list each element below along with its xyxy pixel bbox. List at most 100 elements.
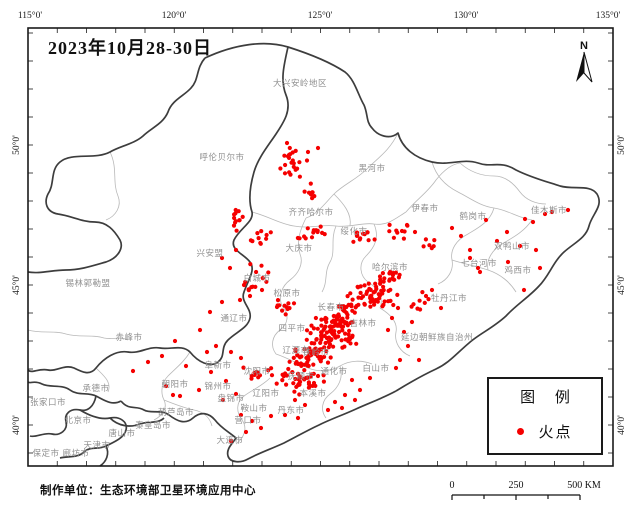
city-label: 承德市 [82,383,110,393]
axis-label-left-1: 45°0' [12,275,22,295]
fire-point [293,376,298,382]
fire-point [277,303,282,308]
fire-point [306,363,311,368]
fire-point [321,379,326,384]
fire-point [396,275,401,280]
city-label: 辽源市 [282,345,310,355]
fire-point [287,359,292,364]
fire-point [549,209,555,215]
fire-point [257,373,263,378]
fire-point [316,349,321,354]
fire-point [233,391,239,397]
legend-item-fire: 火点 [489,421,601,442]
fire-point [328,355,333,360]
fire-point [422,300,427,305]
fire-point [309,349,314,354]
fire-point [340,319,345,324]
fire-point [283,371,288,376]
fire-point [314,337,319,342]
fire-point [264,232,269,238]
fire-point [297,376,302,381]
fire-point [170,392,176,398]
fire-point [302,402,308,408]
fire-point [353,305,358,310]
fire-point [163,383,169,389]
fire-point [432,238,437,243]
fire-point [322,333,327,338]
fire-point [306,190,312,195]
fire-point [248,262,253,267]
fire-point [297,392,302,397]
city-label: 阜新市 [204,360,232,370]
city-label: 兴安盟 [196,248,224,258]
fire-point [172,338,178,344]
fire-point [219,299,225,305]
fire-point [266,270,271,275]
fire-point [310,190,315,195]
fire-point [233,207,238,213]
city-label: 哈尔滨市 [371,262,409,272]
fire-point [291,381,296,386]
fire-point [328,338,333,343]
fire-point [412,229,418,235]
fire-point [302,234,307,239]
fire-point [219,255,225,261]
fire-point [517,243,523,249]
fire-point [233,219,238,224]
city-label: 双鸭山市 [493,241,531,251]
fire-point [258,241,263,246]
fire-point [177,393,183,399]
north-arrow-icon [576,51,593,83]
fire-point [358,290,363,295]
fire-point [537,265,543,271]
fire-point [420,290,425,295]
fire-point [331,344,336,349]
fire-point [356,302,361,307]
fire-point [308,374,313,379]
fire-point [357,387,363,393]
fire-point [359,295,364,301]
fire-point [233,211,238,216]
city-label: 四平市 [278,323,306,333]
fire-point [309,323,314,328]
city-label: 丹东市 [277,405,305,415]
city-label: 辽阳市 [252,388,280,398]
credit-text: 制作单位：生态环境部卫星环境应用中心 [40,485,256,497]
fire-point [417,298,422,303]
axis-label-right-2: 40°0' [617,415,627,435]
fire-point [259,287,265,293]
fire-point [294,359,299,365]
fire-point [302,362,307,367]
axis-label-top-3: 130°0' [453,11,479,21]
fire-point [241,365,246,370]
fire-point [368,299,373,304]
fire-point [381,279,386,284]
fire-point [280,378,285,383]
fire-point [282,153,287,158]
fire-point [306,380,311,385]
fire-point [521,287,527,293]
fire-point [533,247,539,253]
fire-point [233,247,239,253]
fire-point [395,305,401,311]
city-label: 葫芦岛市 [157,407,195,417]
fire-point [409,319,415,325]
fire-point [249,418,255,424]
fire-point [333,321,338,326]
fire-point [308,331,313,336]
axis-label-top-2: 125°0' [307,11,333,21]
fire-point [438,305,444,311]
fire-point [207,309,213,315]
fire-point [269,373,275,378]
fire-point [336,329,342,335]
fire-point [297,174,302,179]
city-label: 大庆市 [285,243,313,253]
fire-point [393,270,398,275]
city-label: 盘锦市 [217,393,245,403]
fire-point [305,375,310,380]
fire-point [362,283,367,288]
fire-point [315,145,321,151]
fire-point [286,366,291,372]
city-label: 鞍山市 [240,403,268,413]
city-label: 营口市 [234,415,262,425]
